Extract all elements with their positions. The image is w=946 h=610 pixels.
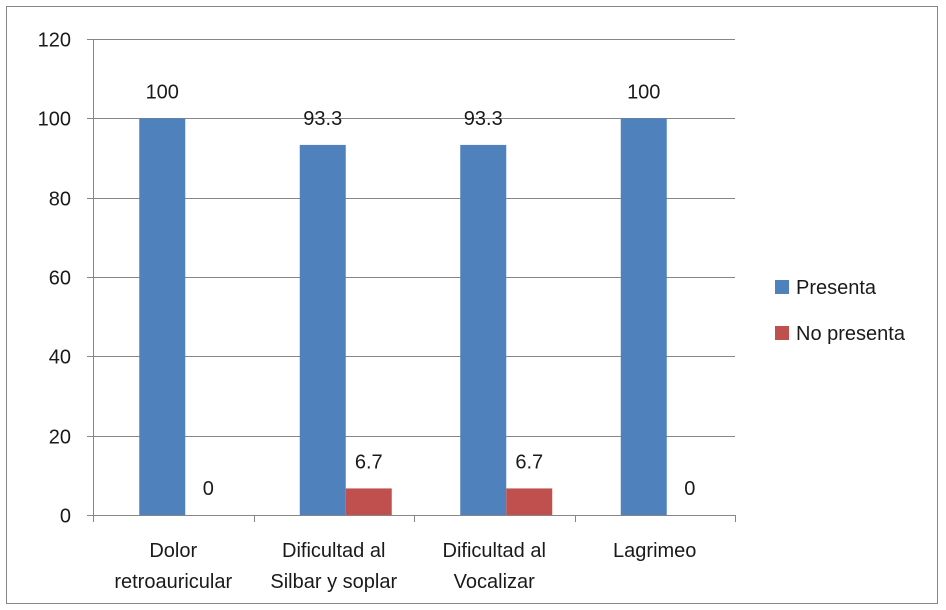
- bar: [139, 118, 186, 515]
- y-tick-label: 40: [49, 347, 71, 369]
- x-category-label: Dificultad al: [443, 540, 546, 562]
- bar: [299, 144, 346, 515]
- bars: [139, 118, 667, 515]
- x-category-label: Lagrimeo: [613, 540, 696, 562]
- data-label: 100: [627, 81, 660, 103]
- bar: [345, 488, 392, 515]
- x-category-label: Dificultad al: [282, 540, 385, 562]
- data-label: 0: [684, 478, 695, 500]
- x-category-label: Vocalizar: [454, 571, 535, 593]
- x-category-label: retroauricular: [114, 571, 232, 593]
- labels: 100 0 Dolor retroauricular 93.3 6.7 Dificultad…: [114, 81, 696, 593]
- legend-label: Presenta: [796, 277, 877, 299]
- y-tick-label: 20: [49, 427, 71, 449]
- y-tick-label: 80: [49, 189, 71, 211]
- legend-swatch: [775, 326, 789, 340]
- data-label: 6.7: [515, 451, 543, 473]
- bar: [620, 118, 667, 515]
- legend-label: No presenta: [796, 323, 906, 345]
- data-label: 93.3: [464, 108, 503, 130]
- axes: 0 20 40 60 80 100 120: [38, 30, 736, 528]
- y-tick-label: 60: [49, 268, 71, 290]
- y-tick-label: 120: [38, 30, 71, 52]
- bar: [506, 488, 553, 515]
- data-label: 93.3: [303, 108, 342, 130]
- bar: [460, 144, 507, 515]
- y-tick-label: 0: [60, 506, 71, 528]
- legend: Presenta No presenta: [775, 277, 906, 345]
- data-label: 0: [203, 478, 214, 500]
- legend-swatch: [775, 280, 789, 294]
- y-tick-label: 100: [38, 109, 71, 131]
- x-category-label: Dolor: [149, 540, 197, 562]
- data-label: 100: [146, 81, 179, 103]
- x-category-label: Silbar y soplar: [270, 571, 397, 593]
- data-label: 6.7: [355, 451, 383, 473]
